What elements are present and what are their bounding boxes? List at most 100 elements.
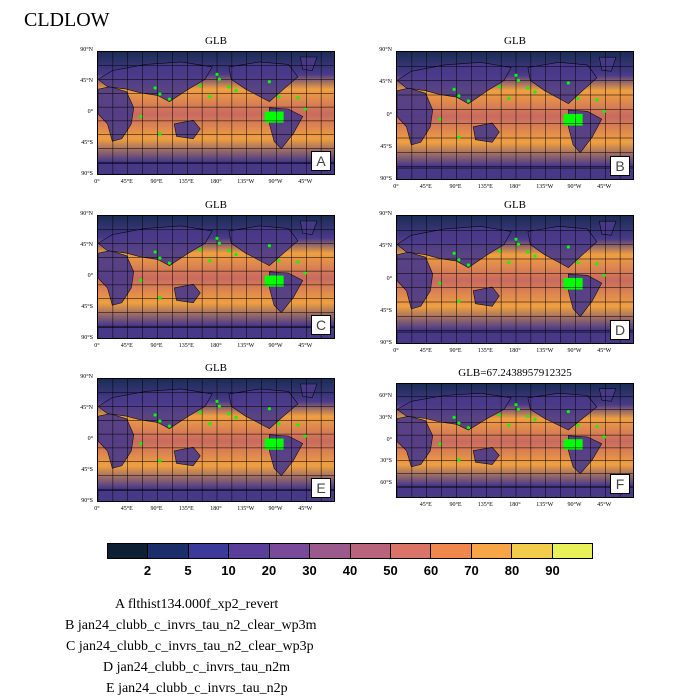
site-marker [516,78,520,82]
lon-tick-label: 45°E [120,506,133,512]
site-marker [466,99,470,103]
site-marker [533,418,537,422]
colorbar-segment [431,544,472,558]
colorbar-segment [350,544,391,558]
site-marker [438,442,442,446]
panel-tag: A [311,151,331,171]
site-marker [533,90,537,94]
lat-tick-label: 90°S [81,335,93,341]
site-marker [296,96,300,100]
continent-shape [397,61,512,104]
lat-tick-label: 45°S [380,307,392,314]
highlight-patch [264,275,284,287]
lon-tick-label: 90°E [150,343,163,349]
legend-entry-name: flthist134.000f_xp2_revert [127,597,279,612]
lon-tick-label: 135°E [477,184,493,190]
site-marker [566,245,570,249]
continent-shape [98,86,135,142]
site-marker [158,132,162,136]
continent-shape [299,220,318,235]
site-marker [457,94,461,98]
lon-tick-label: 135°E [477,502,493,508]
lat-tick-label: 0° [87,273,93,279]
site-marker [526,414,530,418]
lat-tick-label: 60°S [380,480,392,487]
map-plot [97,51,335,175]
site-marker [457,258,461,262]
site-marker [595,424,599,429]
site-marker [158,92,162,96]
lat-tick-label: 90°N [80,211,93,217]
lat-tick-label: 45°N [80,78,93,84]
site-marker [267,407,271,411]
map-svg [397,216,633,343]
site-marker [158,419,162,423]
lon-tick-label: 135°W [237,179,255,185]
lon-tick-label: 135°W [536,502,554,508]
legend-entry-id: E [106,681,115,696]
continent-shape [397,415,434,468]
continent-shape [299,56,318,71]
site-marker [303,434,307,438]
lat-tick-label: 90°S [380,340,392,346]
panel-title: GLB=67.2438957912325 [458,367,572,379]
site-marker [497,413,501,417]
site-marker [198,247,202,252]
colorbar-segment [512,544,553,558]
colorbar-segment [390,544,432,558]
map-plot [97,215,335,339]
continent-shape [598,388,617,402]
site-marker [576,423,580,427]
legend-entry: D jan24_clubb_c_invrs_tau_n2m [103,660,290,676]
site-marker [507,260,511,265]
lat-tick-label: 0° [386,436,392,443]
lon-tick-label: 45°E [419,502,432,508]
lat-tick-label: 45°S [81,467,93,473]
highlight-patch [563,277,583,290]
site-marker [153,413,157,417]
highlight-patch [264,111,284,123]
legend-entry-name: jan24_clubb_c_invrs_tau_n2p [118,681,288,696]
lat-tick-label: 45°N [379,243,392,250]
lat-tick-label: 0° [87,109,93,115]
lat-tick-label: 90°N [80,374,93,380]
site-marker [198,410,202,415]
map-svg [98,52,334,174]
lat-tick-label: 90°S [380,176,392,182]
lon-tick-label: 0° [393,184,399,190]
lon-tick-label: 135°W [536,184,554,190]
map-svg [397,52,633,179]
site-marker [267,244,271,248]
page-title: CLDLOW [24,9,110,31]
lon-tick-label: 45°W [298,506,313,512]
colorbar-label: 80 [504,563,520,578]
panel-title: GLB [205,35,227,47]
site-marker [208,95,212,99]
continent-shape [98,388,213,429]
continent-shape [98,413,135,469]
lon-tick-label: 135°W [237,506,255,512]
site-marker [303,107,307,111]
map-svg [98,379,334,501]
lon-tick-label: 180° [210,506,222,512]
site-marker [466,426,470,430]
highlight-patch [563,113,583,126]
legend-entry: C jan24_clubb_c_invrs_tau_n2_clear_wp3p [66,639,314,655]
site-marker [438,281,442,285]
lon-tick-label: 0° [94,179,100,185]
site-marker [466,263,470,267]
lat-tick-label: 45°S [81,140,93,146]
site-marker [526,86,530,90]
lon-tick-label: 135°W [237,343,255,349]
site-marker [514,73,518,77]
highlight-patch [563,439,583,450]
lat-tick-label: 0° [87,436,93,442]
panel-tag: C [311,315,331,335]
legend-entry: E jan24_clubb_c_invrs_tau_n2p [106,681,288,697]
continent-shape [397,251,434,310]
lon-tick-label: 45°W [298,343,313,349]
site-marker [267,80,271,84]
lat-tick-label: 45°N [80,242,93,248]
continent-shape [98,61,213,102]
panel-tag: D [610,320,630,340]
